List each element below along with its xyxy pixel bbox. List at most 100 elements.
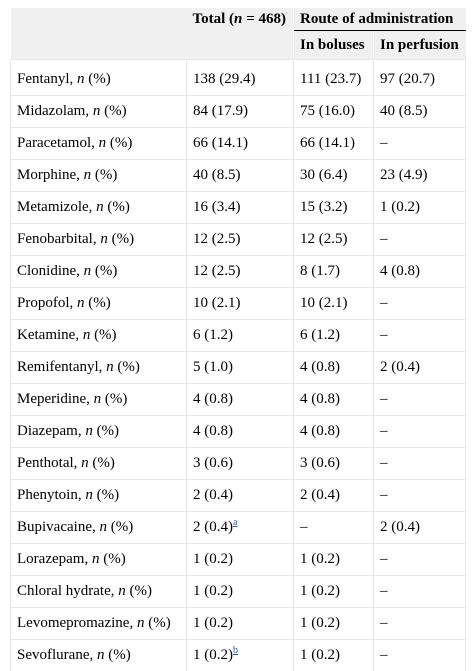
boluses-cell: 4 (0.8)	[294, 416, 374, 448]
table-row: Diazepam, n (%)4 (0.8)4 (0.8)–	[11, 416, 466, 448]
footnote-link[interactable]: b	[233, 645, 238, 656]
table-row: Phenytoin, n (%)2 (0.4)2 (0.4)–	[11, 480, 466, 512]
drug-name-cell: Penthotal, n (%)	[11, 448, 187, 480]
perfusion-cell: –	[374, 288, 466, 320]
total-cell: 1 (0.2)	[187, 608, 294, 640]
total-cell: 66 (14.1)	[187, 128, 294, 160]
header-blank-total	[187, 31, 294, 60]
boluses-cell: 1 (0.2)	[294, 544, 374, 576]
boluses-cell: 6 (1.2)	[294, 320, 374, 352]
drug-name-cell: Fenobarbital, n (%)	[11, 224, 187, 256]
drug-name-cell: Diazepam, n (%)	[11, 416, 187, 448]
boluses-cell: 30 (6.4)	[294, 160, 374, 192]
table-row: Morphine, n (%)40 (8.5)30 (6.4)23 (4.9)	[11, 160, 466, 192]
perfusion-cell: 4 (0.8)	[374, 256, 466, 288]
boluses-cell: 2 (0.4)	[294, 480, 374, 512]
boluses-cell: 75 (16.0)	[294, 96, 374, 128]
table-row: Clonidine, n (%)12 (2.5)8 (1.7)4 (0.8)	[11, 256, 466, 288]
perfusion-cell: 40 (8.5)	[374, 96, 466, 128]
table-row: Penthotal, n (%)3 (0.6)3 (0.6)–	[11, 448, 466, 480]
perfusion-cell: –	[374, 640, 466, 671]
total-cell: 4 (0.8)	[187, 384, 294, 416]
boluses-cell: 4 (0.8)	[294, 384, 374, 416]
perfusion-cell: 2 (0.4)	[374, 512, 466, 544]
table-body: Fentanyl, n (%)138 (29.4)111 (23.7)97 (2…	[11, 60, 466, 671]
boluses-cell: 1 (0.2)	[294, 576, 374, 608]
drug-name-cell: Levomepromazine, n (%)	[11, 608, 187, 640]
total-cell: 6 (1.2)	[187, 320, 294, 352]
boluses-cell: 15 (3.2)	[294, 192, 374, 224]
header-blank-drug	[11, 31, 187, 60]
table-header: Total (n = 468) Route of administration …	[11, 8, 466, 60]
table-row: Bupivacaine, n (%)2 (0.4)a–2 (0.4)	[11, 512, 466, 544]
header-drug	[11, 8, 187, 31]
total-cell: 4 (0.8)	[187, 416, 294, 448]
table-row: Fenobarbital, n (%)12 (2.5)12 (2.5)–	[11, 224, 466, 256]
perfusion-cell: –	[374, 416, 466, 448]
table-row: Metamizole, n (%)16 (3.4)15 (3.2)1 (0.2)	[11, 192, 466, 224]
table-row: Ketamine, n (%)6 (1.2)6 (1.2)–	[11, 320, 466, 352]
table-row: Propofol, n (%)10 (2.1)10 (2.1)–	[11, 288, 466, 320]
drug-name-cell: Bupivacaine, n (%)	[11, 512, 187, 544]
total-cell: 5 (1.0)	[187, 352, 294, 384]
drug-administration-table: Total (n = 468) Route of administration …	[10, 8, 466, 671]
boluses-cell: 4 (0.8)	[294, 352, 374, 384]
perfusion-cell: 1 (0.2)	[374, 192, 466, 224]
table-row: Levomepromazine, n (%)1 (0.2)1 (0.2)–	[11, 608, 466, 640]
perfusion-cell: –	[374, 480, 466, 512]
total-cell: 1 (0.2)	[187, 544, 294, 576]
perfusion-cell: –	[374, 224, 466, 256]
boluses-cell: 111 (23.7)	[294, 60, 374, 96]
total-cell: 1 (0.2)	[187, 576, 294, 608]
boluses-cell: 12 (2.5)	[294, 224, 374, 256]
table-row: Midazolam, n (%)84 (17.9)75 (16.0)40 (8.…	[11, 96, 466, 128]
table-row: Paracetamol, n (%)66 (14.1)66 (14.1)–	[11, 128, 466, 160]
total-cell: 84 (17.9)	[187, 96, 294, 128]
perfusion-cell: 2 (0.4)	[374, 352, 466, 384]
drug-name-cell: Ketamine, n (%)	[11, 320, 187, 352]
drug-name-cell: Fentanyl, n (%)	[11, 60, 187, 96]
perfusion-cell: –	[374, 448, 466, 480]
header-boluses: In boluses	[294, 31, 374, 60]
total-cell: 2 (0.4)a	[187, 512, 294, 544]
perfusion-cell: 97 (20.7)	[374, 60, 466, 96]
table-row: Meperidine, n (%)4 (0.8)4 (0.8)–	[11, 384, 466, 416]
drug-name-cell: Chloral hydrate, n (%)	[11, 576, 187, 608]
header-perfusion: In perfusion	[374, 31, 466, 60]
drug-name-cell: Midazolam, n (%)	[11, 96, 187, 128]
total-cell: 1 (0.2)b	[187, 640, 294, 671]
boluses-cell: 1 (0.2)	[294, 640, 374, 671]
table-row: Lorazepam, n (%)1 (0.2)1 (0.2)–	[11, 544, 466, 576]
total-cell: 2 (0.4)	[187, 480, 294, 512]
perfusion-cell: –	[374, 544, 466, 576]
boluses-cell: –	[294, 512, 374, 544]
table-row: Remifentanyl, n (%)5 (1.0)4 (0.8)2 (0.4)	[11, 352, 466, 384]
total-cell: 3 (0.6)	[187, 448, 294, 480]
total-cell: 12 (2.5)	[187, 224, 294, 256]
perfusion-cell: –	[374, 608, 466, 640]
perfusion-cell: 23 (4.9)	[374, 160, 466, 192]
perfusion-cell: –	[374, 576, 466, 608]
perfusion-cell: –	[374, 128, 466, 160]
boluses-cell: 8 (1.7)	[294, 256, 374, 288]
drug-name-cell: Morphine, n (%)	[11, 160, 187, 192]
total-cell: 138 (29.4)	[187, 60, 294, 96]
boluses-cell: 10 (2.1)	[294, 288, 374, 320]
boluses-cell: 1 (0.2)	[294, 608, 374, 640]
drug-name-cell: Phenytoin, n (%)	[11, 480, 187, 512]
boluses-cell: 66 (14.1)	[294, 128, 374, 160]
table-row: Fentanyl, n (%)138 (29.4)111 (23.7)97 (2…	[11, 60, 466, 96]
drug-name-cell: Metamizole, n (%)	[11, 192, 187, 224]
total-cell: 40 (8.5)	[187, 160, 294, 192]
drug-name-cell: Clonidine, n (%)	[11, 256, 187, 288]
table-row: Chloral hydrate, n (%)1 (0.2)1 (0.2)–	[11, 576, 466, 608]
drug-name-cell: Sevoflurane, n (%)	[11, 640, 187, 671]
boluses-cell: 3 (0.6)	[294, 448, 374, 480]
perfusion-cell: –	[374, 384, 466, 416]
header-route: Route of administration	[294, 8, 466, 31]
drug-name-cell: Lorazepam, n (%)	[11, 544, 187, 576]
total-cell: 16 (3.4)	[187, 192, 294, 224]
perfusion-cell: –	[374, 320, 466, 352]
footnote-link[interactable]: a	[233, 517, 237, 528]
